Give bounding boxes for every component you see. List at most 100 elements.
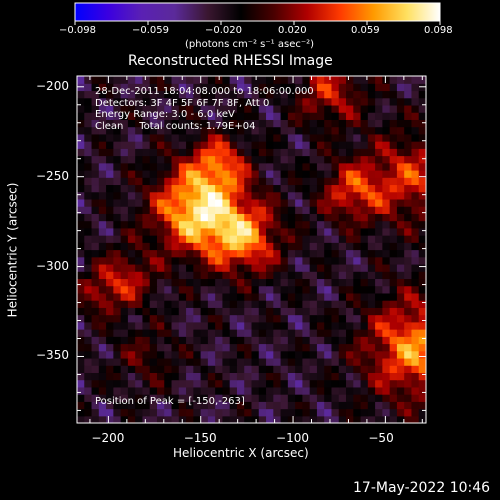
- heatmap-cell: [295, 263, 303, 272]
- heatmap-cell: [302, 198, 311, 207]
- heatmap-cell: [178, 314, 187, 323]
- heatmap-cell: [382, 394, 391, 402]
- heatmap-cell: [106, 141, 114, 149]
- observation-info: 28-Dec-2011 18:04:08.000 to 18:06:00.000…: [95, 86, 314, 132]
- heatmap-cell: [207, 177, 216, 186]
- heatmap-cell: [389, 307, 398, 316]
- heatmap-cell: [193, 357, 202, 366]
- heatmap-cell: [367, 177, 376, 186]
- heatmap-cell: [382, 83, 391, 92]
- heatmap-cell: [113, 415, 122, 423]
- heatmap-cell: [135, 242, 144, 251]
- heatmap-cell: [244, 350, 253, 359]
- heatmap-cell: [229, 256, 238, 265]
- heatmap-cell: [113, 198, 122, 207]
- heatmap-cell: [149, 235, 158, 243]
- heatmap-cell: [418, 379, 426, 388]
- heatmap-cell: [215, 126, 224, 135]
- heatmap-cell: [411, 235, 420, 243]
- heatmap-cell: [411, 104, 420, 113]
- heatmap-cell: [229, 112, 238, 120]
- heatmap-cell: [222, 206, 231, 214]
- heatmap-cell: [171, 336, 180, 345]
- heatmap-cell: [302, 343, 311, 352]
- heatmap-cell: [113, 141, 122, 149]
- heatmap-cell: [266, 386, 274, 395]
- heatmap-cell: [149, 292, 158, 301]
- heatmap-cell: [164, 278, 173, 287]
- heatmap-cell: [193, 184, 202, 193]
- heatmap-cell: [316, 126, 325, 135]
- heatmap-cell: [77, 162, 85, 171]
- heatmap-cell: [164, 249, 173, 258]
- heatmap-cell: [77, 213, 85, 222]
- heatmap-cell: [302, 97, 311, 106]
- heatmap-cell: [396, 119, 405, 128]
- heatmap-cell: [367, 329, 376, 337]
- heatmap-cell: [324, 357, 333, 366]
- heatmap-cell: [84, 300, 93, 308]
- heatmap-cell: [360, 336, 369, 345]
- heatmap-cell: [222, 336, 231, 345]
- heatmap-cell: [186, 321, 194, 330]
- heatmap-cell: [200, 307, 209, 316]
- heatmap-cell: [135, 350, 144, 359]
- heatmap-cell: [127, 386, 136, 395]
- heatmap-cell: [215, 198, 224, 207]
- heatmap-cell: [84, 213, 93, 222]
- heatmap-cell: [178, 394, 187, 402]
- heatmap-cell: [149, 386, 158, 395]
- heatmap-cell: [309, 357, 318, 366]
- heatmap-cell: [316, 213, 325, 222]
- heatmap-cell: [360, 314, 369, 323]
- heatmap-cell: [353, 379, 362, 388]
- heatmap-cell: [367, 90, 376, 99]
- heatmap-cell: [135, 169, 144, 178]
- heatmap-cell: [309, 242, 318, 251]
- heatmap-cell: [295, 256, 303, 265]
- heatmap-cell: [375, 365, 383, 373]
- heatmap-cell: [186, 271, 194, 280]
- heatmap-cell: [77, 307, 85, 316]
- heatmap-cell: [266, 372, 274, 381]
- heatmap-cell: [106, 90, 114, 99]
- heatmap-cell: [113, 300, 122, 308]
- heatmap-cell: [91, 141, 100, 149]
- heatmap-cell: [229, 169, 238, 178]
- heatmap-cell: [302, 263, 311, 272]
- heatmap-cell: [418, 126, 426, 135]
- heatmap-cell: [273, 76, 282, 84]
- heatmap-cell: [244, 394, 253, 402]
- heatmap-cell: [200, 314, 209, 323]
- heatmap-cell: [375, 343, 383, 352]
- heatmap-cell: [229, 263, 238, 272]
- heatmap-cell: [120, 300, 129, 308]
- heatmap-cell: [418, 133, 426, 142]
- heatmap-cell: [309, 141, 318, 149]
- heatmap-cell: [156, 292, 165, 301]
- heatmap-cell: [120, 365, 129, 373]
- heatmap-cell: [273, 184, 282, 193]
- heatmap-cell: [353, 314, 362, 323]
- heatmap-cell: [346, 104, 354, 113]
- heatmap-cell: [77, 126, 85, 135]
- heatmap-cell: [149, 155, 158, 164]
- heatmap-cell: [273, 83, 282, 92]
- heatmap-cell: [324, 415, 333, 423]
- heatmap-cell: [309, 300, 318, 308]
- heatmap-cell: [98, 372, 107, 381]
- heatmap-cell: [77, 184, 85, 193]
- heatmap-cell: [266, 242, 274, 251]
- heatmap-cell: [367, 133, 376, 142]
- heatmap-cell: [84, 263, 93, 272]
- heatmap-cell: [382, 206, 391, 214]
- heatmap-cell: [396, 169, 405, 178]
- heatmap-cell: [360, 386, 369, 395]
- heatmap-cell: [360, 126, 369, 135]
- heatmap-cell: [142, 300, 151, 308]
- heatmap-cell: [316, 256, 325, 265]
- heatmap-cell: [127, 249, 136, 258]
- heatmap-cell: [389, 220, 398, 229]
- heatmap-cell: [324, 263, 333, 272]
- heatmap-cell: [91, 263, 100, 272]
